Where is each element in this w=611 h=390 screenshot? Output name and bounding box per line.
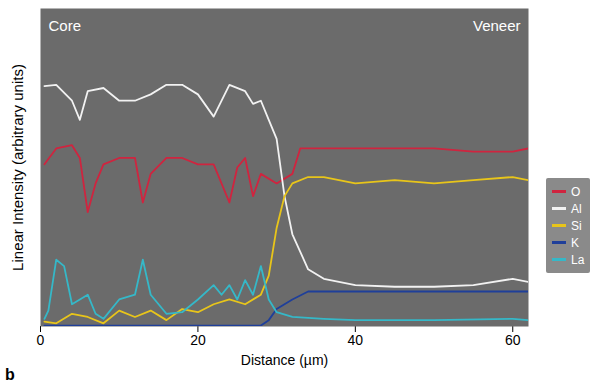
html-text:b: b bbox=[5, 366, 15, 383]
svg-text:Linear Intensity (arbitrary un: Linear Intensity (arbitrary units) bbox=[9, 64, 26, 271]
html-text:Si: Si bbox=[571, 218, 582, 233]
html-text:K: K bbox=[571, 235, 579, 250]
svg-text:0: 0 bbox=[37, 332, 45, 348]
html-text:Al: Al bbox=[571, 201, 582, 216]
svg-text:Veneer: Veneer bbox=[473, 17, 521, 34]
svg-text:Distance (µm): Distance (µm) bbox=[241, 352, 328, 368]
html-text:O: O bbox=[571, 184, 581, 199]
svg-text:20: 20 bbox=[190, 332, 206, 348]
svg-text:Core: Core bbox=[49, 17, 82, 34]
html-text:La: La bbox=[571, 252, 585, 267]
svg-text:60: 60 bbox=[505, 332, 521, 348]
svg-text:40: 40 bbox=[348, 332, 364, 348]
